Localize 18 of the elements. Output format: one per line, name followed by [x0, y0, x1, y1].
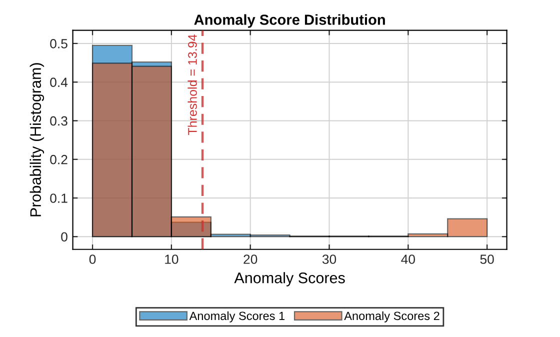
x-axis-title: Anomaly Scores: [234, 272, 345, 286]
ref-line-label: Threshold = 13.94: [188, 34, 197, 136]
y-tick-label: 0: [61, 232, 68, 242]
legend-label: Anomaly Scores 2: [344, 311, 440, 322]
chart-title: Anomaly Score Distribution: [194, 14, 385, 28]
y-tick-label: 0.2: [50, 154, 68, 164]
y-tick-label: 0.4: [50, 78, 68, 88]
x-tick-label: 40: [401, 254, 415, 264]
x-tick-label: 30: [322, 254, 336, 264]
legend-label: Anomaly Scores 1: [189, 311, 285, 322]
x-tick-label: 0: [89, 254, 96, 264]
y-axis-title: Probability (Histogram): [30, 63, 44, 216]
x-tick-label: 20: [244, 254, 258, 264]
y-tick-label: 0.1: [50, 194, 68, 203]
x-tick-label: 50: [480, 254, 494, 264]
x-tick-label: 10: [165, 254, 178, 264]
y-tick-label: 0.3: [50, 116, 68, 126]
y-tick-label: 0.5: [50, 39, 68, 48]
